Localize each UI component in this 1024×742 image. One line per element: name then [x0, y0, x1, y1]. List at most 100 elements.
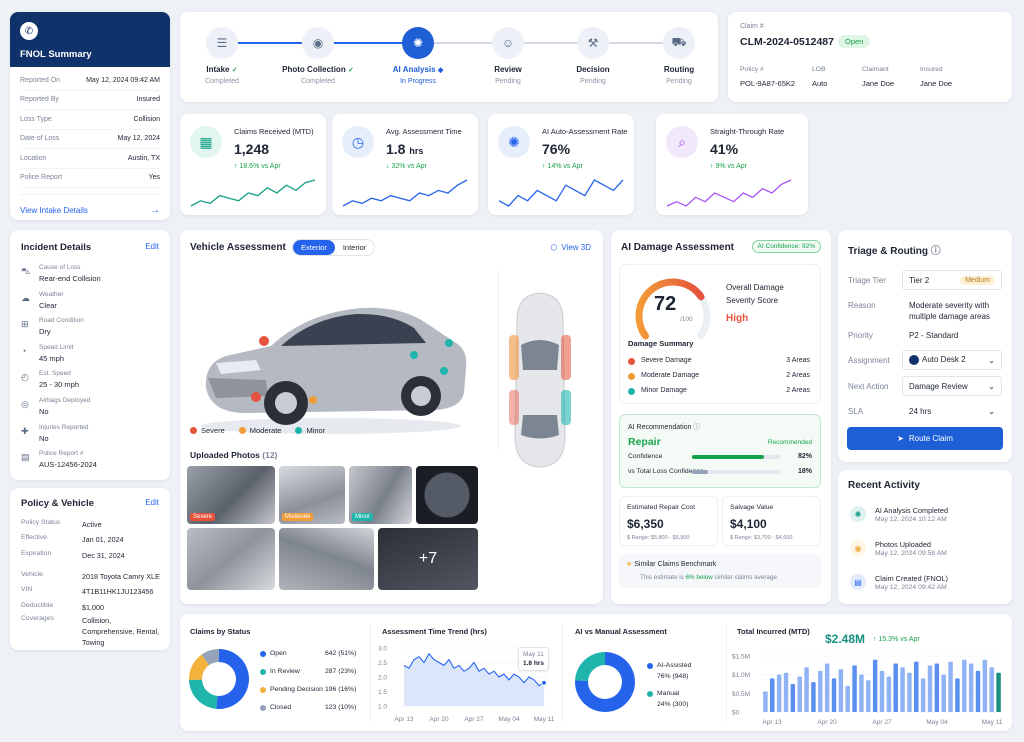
incurred-bar[interactable]: [907, 672, 912, 712]
incurred-bar[interactable]: [962, 659, 967, 712]
kpi-value-number: 1.8: [386, 141, 406, 157]
next-action-select[interactable]: Damage Review ⌄: [902, 376, 1002, 396]
incurred-bar[interactable]: [914, 661, 919, 712]
x-tick-label: Apr 20: [429, 716, 449, 723]
incurred-bar[interactable]: [831, 678, 837, 712]
donut-slice[interactable]: [575, 652, 605, 681]
incurred-bar[interactable]: [955, 678, 960, 712]
assignment-label: Assignment: [848, 356, 890, 365]
priority-label: Priority: [848, 331, 873, 340]
y-tick-label: 2.0: [378, 675, 387, 682]
step-decision[interactable]: ⚒: [577, 27, 609, 59]
donut-slice[interactable]: [201, 649, 219, 666]
damage-marker-minor[interactable]: [410, 351, 418, 359]
fnol-row: Reported By Insured: [20, 91, 160, 110]
view-3d-button[interactable]: ⬡ View 3D: [550, 243, 591, 252]
photo-thumb[interactable]: [187, 528, 275, 590]
photo-thumb[interactable]: [279, 528, 374, 590]
tier-select[interactable]: Tier 2 Medium: [902, 270, 1002, 290]
assignment-select[interactable]: Auto Desk 2 ⌄: [902, 350, 1002, 370]
incurred-bar[interactable]: [770, 678, 775, 712]
cube-icon: ⬡: [550, 243, 558, 252]
tab-interior[interactable]: Interior: [342, 243, 367, 252]
incurred-bar[interactable]: [996, 672, 1001, 712]
route-claim-button[interactable]: ➤ Route Claim: [847, 427, 1003, 450]
photo-thumb[interactable]: Moderate: [279, 466, 345, 524]
incident-row-value: Clear: [39, 300, 57, 310]
chevron-down-icon: ⌄: [988, 406, 995, 416]
step-photo-collection[interactable]: ◉: [302, 27, 334, 59]
step-intake[interactable]: ☰: [206, 27, 238, 59]
incurred-bar[interactable]: [893, 663, 898, 712]
donut-slice[interactable]: [189, 654, 210, 681]
damage-marker-moderate[interactable]: [309, 396, 317, 404]
damage-marker-minor[interactable]: [440, 367, 448, 375]
damage-marker-severe[interactable]: [251, 392, 261, 402]
trend-point[interactable]: [541, 679, 547, 686]
rec-bar-label: vs Total Loss Confidence: [628, 468, 704, 475]
y-tick-label: 2.5: [378, 660, 387, 667]
rec-value: Repair: [628, 436, 661, 448]
incurred-bar[interactable]: [790, 684, 796, 712]
incurred-bar[interactable]: [920, 678, 926, 712]
incurred-bar[interactable]: [989, 667, 994, 712]
legend-dot: [647, 691, 653, 697]
incurred-bar[interactable]: [866, 680, 871, 712]
incurred-bar[interactable]: [783, 672, 789, 712]
step-label: Review: [458, 65, 558, 74]
tooltip-date: May 11: [523, 651, 544, 658]
policy-vehicle-card: Policy & Vehicle Edit Policy Status Activ…: [10, 488, 170, 650]
speedometer-icon: ◔: [21, 345, 27, 356]
search-document-icon: ⌕: [678, 133, 686, 150]
damage-marker-severe[interactable]: [259, 336, 269, 346]
incurred-bar[interactable]: [879, 670, 885, 712]
tab-exterior[interactable]: Exterior: [293, 240, 335, 255]
legend-dot: [238, 427, 246, 434]
camera-icon: ◉: [312, 36, 324, 50]
kpi-label: Claims Received (MTD): [234, 127, 314, 136]
incurred-bar[interactable]: [824, 663, 830, 712]
summary-value: 2 Areas: [786, 387, 810, 394]
reason-value: Moderate severity with multiple damage a…: [909, 301, 990, 321]
view-intake-link[interactable]: View Intake Details →: [20, 194, 160, 216]
incurred-bar[interactable]: [975, 670, 981, 712]
step-ai-analysis[interactable]: ✺: [402, 27, 434, 59]
incurred-bar[interactable]: [941, 674, 946, 712]
incurred-bar[interactable]: [804, 667, 809, 712]
step-routing[interactable]: ⛟: [663, 27, 695, 59]
incurred-bar[interactable]: [948, 661, 953, 712]
photo-thumb[interactable]: Severe: [187, 466, 275, 524]
step-review[interactable]: ☺: [492, 27, 524, 59]
incurred-bar[interactable]: [900, 667, 905, 712]
incurred-bar[interactable]: [872, 659, 878, 712]
policy-edit-button[interactable]: Edit: [145, 498, 159, 507]
activity-icon-wrap: ✺: [850, 506, 866, 522]
donut-slice[interactable]: [189, 679, 218, 709]
photo-thumb[interactable]: [416, 466, 478, 524]
incurred-bar[interactable]: [859, 674, 864, 712]
incurred-bar[interactable]: [982, 659, 988, 712]
damage-marker-minor[interactable]: [445, 339, 453, 347]
incurred-bar[interactable]: [838, 669, 844, 712]
sla-select[interactable]: 24 hrs ⌄: [902, 401, 1002, 421]
donut-slice[interactable]: [216, 649, 249, 709]
kpi-label: AI Auto-Assessment Rate: [542, 127, 628, 136]
incurred-bar[interactable]: [934, 663, 940, 712]
photo-more[interactable]: +7: [378, 528, 478, 590]
incurred-bar[interactable]: [818, 670, 823, 712]
sparkline-path: [190, 179, 316, 207]
incurred-bar[interactable]: [776, 674, 782, 712]
incurred-bar[interactable]: [811, 682, 816, 712]
incurred-bar[interactable]: [927, 665, 933, 712]
incurred-bar[interactable]: [845, 685, 850, 712]
photo-thumb[interactable]: Minor: [349, 466, 412, 524]
rec-bar-value: 82%: [797, 453, 812, 460]
incurred-bar[interactable]: [763, 691, 768, 712]
incurred-bar[interactable]: [797, 676, 802, 712]
incurred-bar[interactable]: [852, 665, 857, 712]
incurred-bar[interactable]: [968, 663, 974, 712]
incident-edit-button[interactable]: Edit: [145, 242, 159, 251]
status-chart-title: Claims by Status: [190, 627, 251, 636]
donut-slice[interactable]: [575, 652, 635, 712]
incurred-bar[interactable]: [886, 676, 892, 712]
